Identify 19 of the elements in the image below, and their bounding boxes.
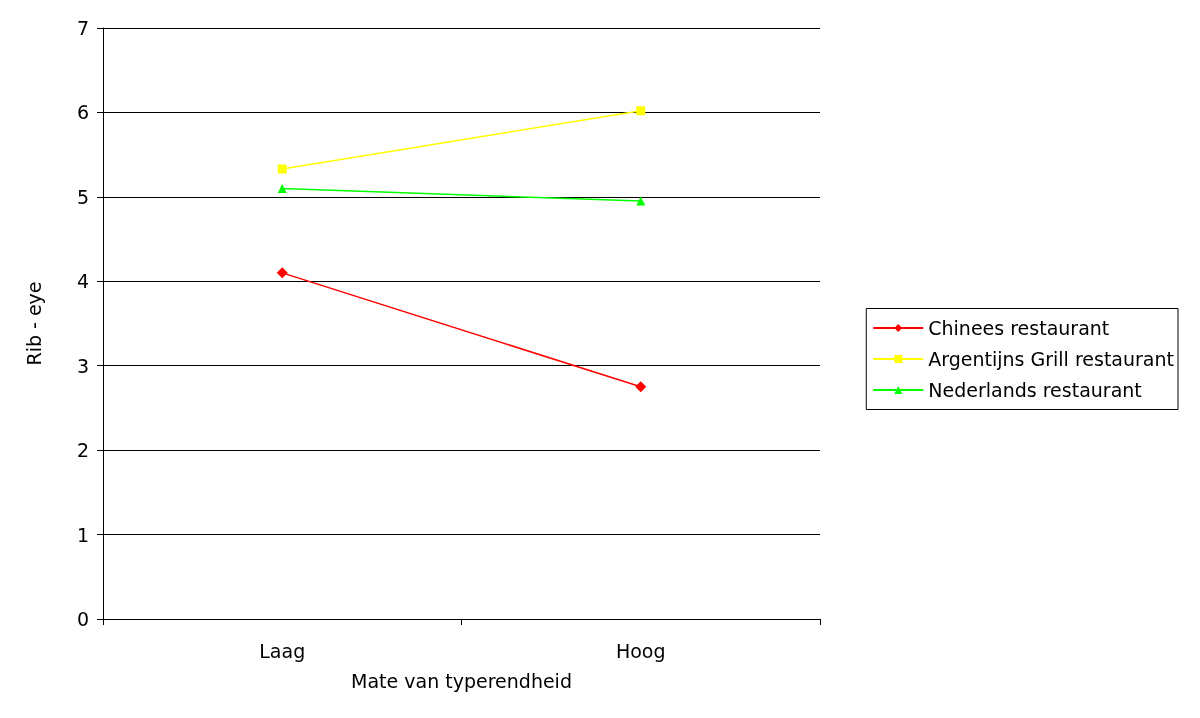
y-tick-label: 2	[76, 439, 89, 462]
y-tick-label: 3	[76, 354, 89, 377]
legend-label: Nederlands restaurant	[928, 379, 1142, 401]
x-axis-title: Mate van typerendheid	[351, 669, 572, 692]
y-tick-label: 4	[76, 270, 89, 293]
point	[636, 106, 646, 116]
y-axis-title: Rib - eye	[22, 281, 45, 366]
x-tick-label: Laag	[259, 639, 306, 662]
y-tick-label: 7	[76, 17, 89, 39]
legend-label: Argentijns Grill restaurant	[928, 348, 1175, 370]
x-tick-label: Hoog	[615, 639, 666, 662]
point	[276, 267, 288, 279]
point	[277, 164, 287, 174]
legend-label: Chinees restaurant	[928, 317, 1110, 339]
y-tick-label: 5	[76, 185, 89, 208]
y-tick-label: 6	[76, 101, 89, 124]
y-tick-label: 0	[76, 608, 89, 630]
point	[635, 381, 647, 393]
y-tick-label: 1	[76, 523, 89, 546]
